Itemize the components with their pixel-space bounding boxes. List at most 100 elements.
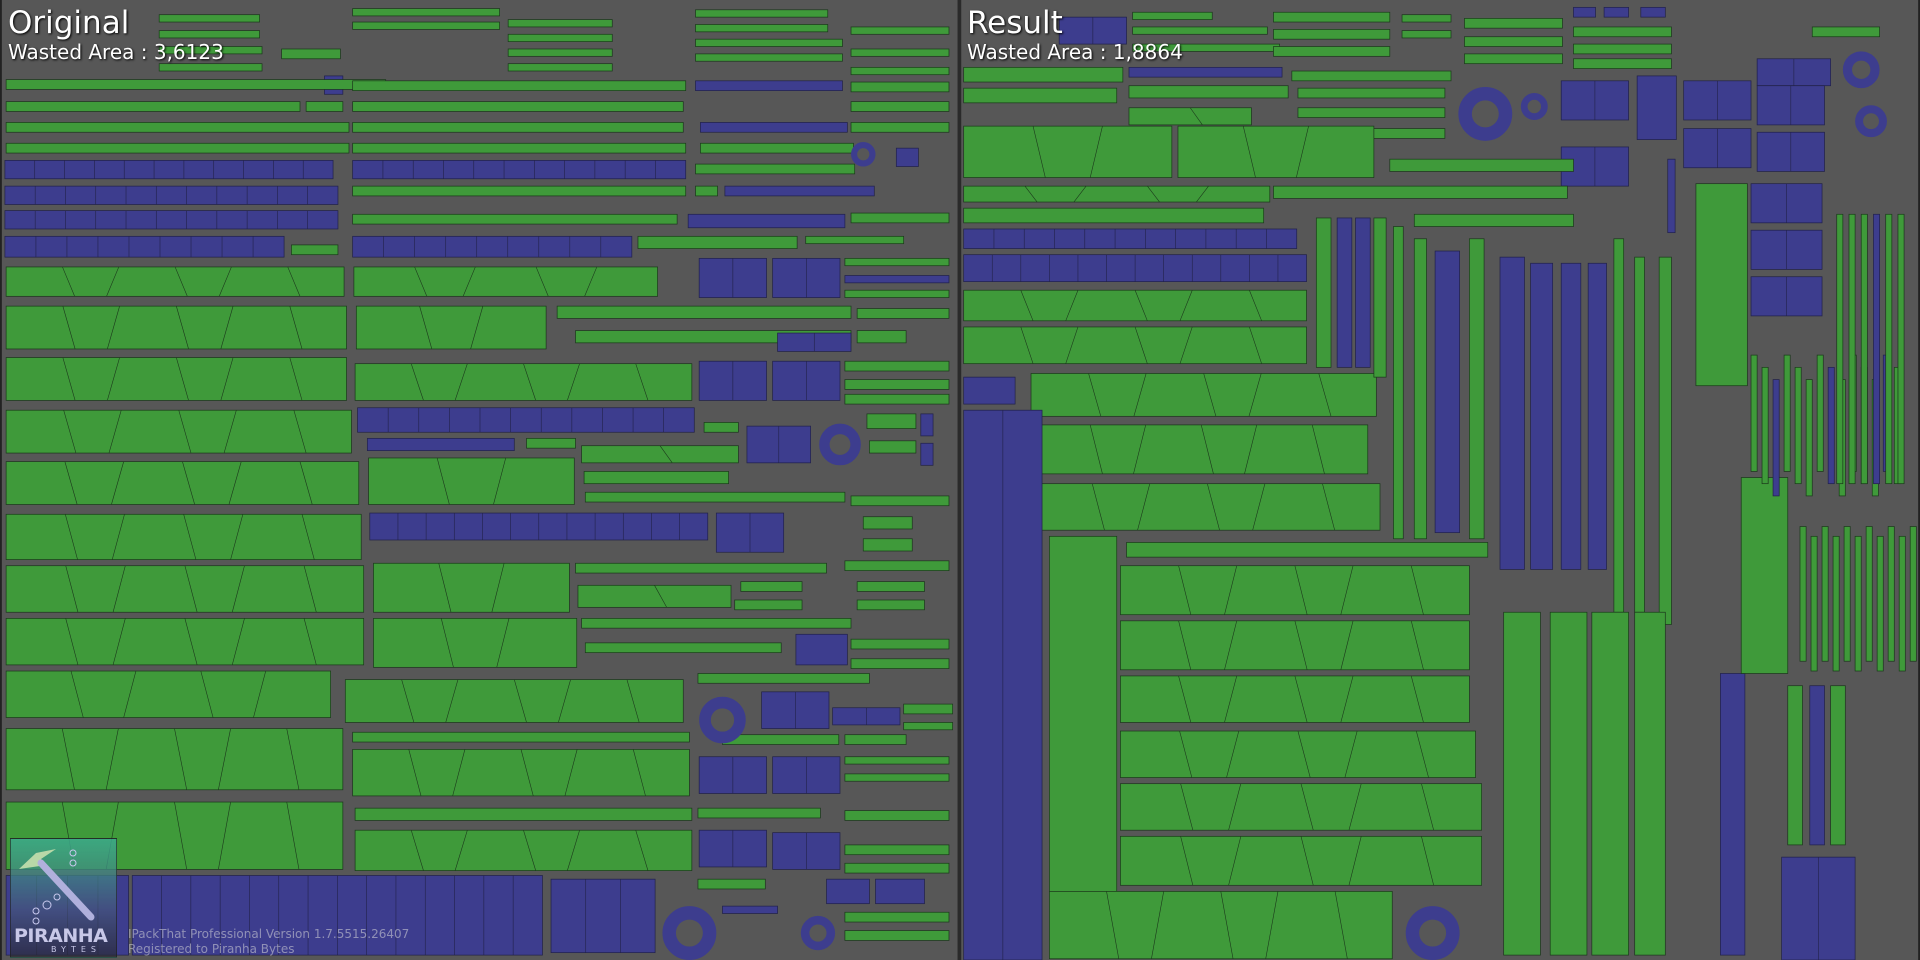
original-uv-panel [4,8,954,960]
uv-island-green [844,810,950,821]
uv-edge [65,618,79,665]
uv-island-green [963,125,1173,178]
uv-edge [659,445,673,464]
uv-island-green [963,185,1271,203]
uv-edge [1020,290,1034,321]
uv-edge [564,749,578,796]
uv-island-green [5,101,301,112]
uv-island-green [352,8,500,17]
uv-edge [1180,783,1194,831]
uv-island-blue [1720,673,1746,956]
uv-island-blue [722,905,778,914]
uv-island-green [5,618,365,666]
uv-island-green [1128,107,1252,126]
uv-island-green [963,289,1307,322]
uv-island-blue [826,878,870,905]
uv-island-green [850,48,950,57]
uv-island-blue [1530,262,1554,570]
uv-edge [1106,891,1120,959]
uv-edge [106,266,120,297]
uv-island-green [856,308,950,319]
uv-ring-island [1405,906,1460,960]
uv-island-green [697,673,870,684]
uv-edge [1065,326,1079,364]
uv-island-green [352,101,684,112]
uv-island-green [5,728,344,791]
uv-edge [1228,836,1242,886]
uv-island-green [637,235,798,249]
uv-edge [1265,891,1279,959]
uv-ring-island [800,915,836,951]
uv-ring-island [819,423,861,466]
uv-edge [301,514,315,560]
uv-edge [174,801,188,870]
uv-edge [108,410,122,454]
uv-island-green [1273,29,1391,40]
uv-island-blue [1587,262,1607,570]
uv-edge [218,728,231,790]
uv-island-green [1177,125,1375,178]
uv-island-green [1634,611,1666,956]
uv-island-green [1750,354,1758,472]
uv-island-blue [1873,213,1880,485]
uv-island-green [1373,217,1387,378]
uv-edge [1348,783,1362,831]
uv-edge [1134,326,1148,364]
uv-island-green [1573,43,1672,55]
uv-edge [452,749,466,796]
uv-island-green [556,305,852,319]
uv-island-green [1464,18,1563,29]
uv-island-green [1897,213,1905,485]
uv-island-green [575,562,827,574]
uv-island-green [862,538,913,552]
uv-edge [1224,620,1238,670]
uv-ring-island [851,142,876,167]
uv-edge [63,410,77,454]
uv-island-green [850,638,950,650]
uv-edge [228,461,242,505]
uv-edge [654,585,668,608]
uv-island-green [373,562,570,613]
piranha-bytes-logo: PIRANHA BYTES [10,838,117,958]
uv-edge [1020,326,1034,364]
uv-island-green [581,618,852,629]
uv-island-green [1132,26,1268,35]
uv-edge [286,801,300,870]
uv-island-blue [1636,75,1677,140]
uv-edge [107,306,120,350]
uv-island-blue [366,438,515,451]
uv-island-green [695,24,829,33]
uv-island-green [1297,107,1446,118]
uv-island-blue [1640,6,1666,18]
uv-island-green [1401,30,1452,39]
uv-island-green [352,122,684,133]
uv-island-blue [687,213,846,229]
uv-island-blue [4,235,285,258]
uv-edge [445,679,459,723]
uv-island-green [5,357,347,401]
uv-edge [1416,730,1429,778]
uv-island-green [5,142,350,154]
uv-island-blue [1560,262,1582,570]
uv-island-green [850,66,950,76]
uv-island-green [1811,26,1880,38]
uv-island-green [1297,87,1446,99]
uv-island-green [844,258,950,267]
uv-island-blue [724,185,875,197]
uv-edge [1348,836,1362,886]
uv-island-green [158,30,260,39]
uv-edge [1189,107,1203,126]
uv-island-green [1799,526,1807,662]
uv-edge [1421,783,1434,831]
uv-edge [1224,675,1238,723]
uv-island-green [1854,535,1862,672]
uv-island-green [862,516,913,530]
uv-island-blue [920,442,934,466]
panel-divider [957,0,962,960]
uv-island-green [963,326,1307,365]
hammer-icon [19,849,95,925]
uv-island-green [583,471,729,485]
uv-island-green [844,560,950,571]
uv-island-green [584,642,782,654]
uv-edge [293,410,307,454]
